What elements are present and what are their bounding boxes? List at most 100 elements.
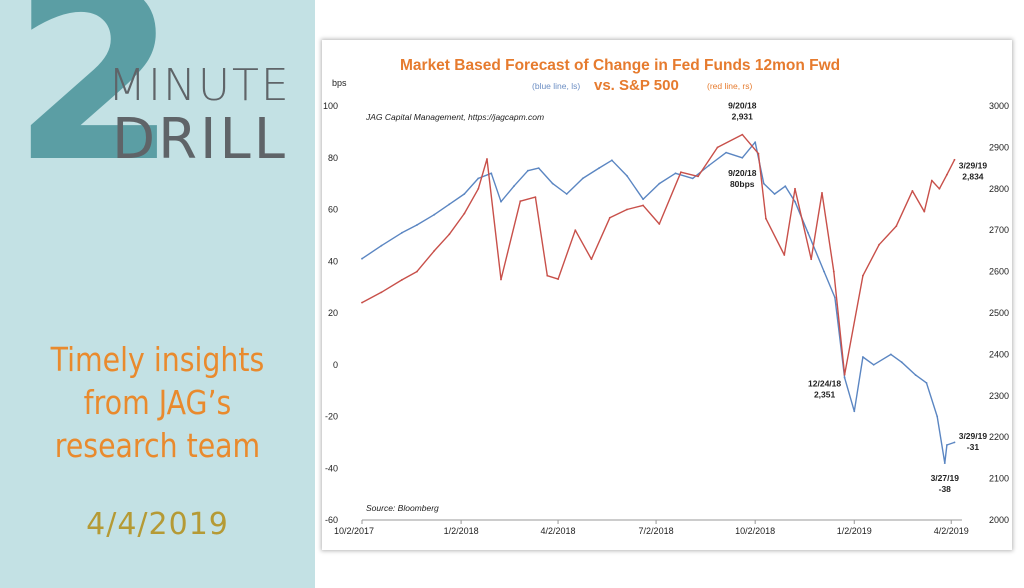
data-point xyxy=(477,187,480,190)
brand-number: 2 xyxy=(12,0,178,215)
annotation-label: 80bps xyxy=(730,179,755,189)
chart-title-main: Market Based Forecast of Change in Fed F… xyxy=(400,57,840,74)
data-point xyxy=(843,373,846,376)
data-point xyxy=(581,177,584,180)
x-tick-label: 7/2/2018 xyxy=(639,526,674,536)
data-point xyxy=(946,444,948,446)
annotation-label: -31 xyxy=(967,442,980,452)
y-left-tick-label: 40 xyxy=(328,256,338,266)
data-point xyxy=(821,192,823,194)
data-point xyxy=(513,185,515,188)
data-point xyxy=(862,356,864,358)
annotation-label: 3/29/19 xyxy=(959,431,988,441)
data-point xyxy=(890,353,892,356)
y-right-tick-label: 2500 xyxy=(989,308,1009,318)
data-point xyxy=(834,296,836,299)
y-right-tick-label: 2400 xyxy=(989,349,1009,359)
tagline-line: research team xyxy=(54,426,261,465)
y-left-tick-label: 100 xyxy=(323,101,338,111)
publish-date: 4/4/2019 xyxy=(86,507,229,542)
data-point xyxy=(807,231,809,234)
data-point xyxy=(680,171,682,174)
data-point xyxy=(500,278,502,281)
data-point xyxy=(741,133,744,136)
y-right-tick-label: 2700 xyxy=(989,225,1009,235)
data-point xyxy=(823,270,825,273)
data-point xyxy=(953,441,956,444)
y-right-tick-label: 2100 xyxy=(989,474,1009,484)
data-point xyxy=(401,279,403,281)
data-point xyxy=(708,164,710,167)
x-tick-label: 1/2/2019 xyxy=(837,526,872,536)
chart-title-vs: vs. S&P 500 xyxy=(594,77,679,94)
data-point xyxy=(725,151,727,154)
y-left-tick-label: 0 xyxy=(333,360,338,370)
y-axis-left-label: bps xyxy=(332,78,347,88)
y-right-tick-label: 2300 xyxy=(989,391,1009,401)
data-point xyxy=(598,167,600,169)
data-point xyxy=(794,200,796,203)
annotation-label: 2,351 xyxy=(814,390,836,400)
chart: Market Based Forecast of Change in Fed F… xyxy=(323,57,1009,536)
data-point xyxy=(416,270,418,273)
data-point xyxy=(433,250,436,252)
data-point xyxy=(608,216,611,219)
sp500-series-line xyxy=(361,133,956,376)
data-point xyxy=(938,187,941,190)
x-tick-label: 4/2/2019 xyxy=(934,526,969,536)
annotation-label: 3/29/19 xyxy=(959,161,988,171)
data-point xyxy=(872,363,875,366)
data-point xyxy=(546,274,549,277)
y-right-tick-label: 2600 xyxy=(989,267,1009,277)
data-point xyxy=(380,244,383,247)
data-point xyxy=(765,217,767,220)
data-point xyxy=(527,169,529,172)
brand-word-minute: MINUTE xyxy=(108,60,291,111)
y-left-tick-label: -20 xyxy=(325,412,338,422)
chart-title-note-red: (red line, rs) xyxy=(707,81,753,91)
data-point xyxy=(754,141,757,144)
y-left-tick-label: -60 xyxy=(325,515,338,525)
data-point xyxy=(537,167,540,169)
source-bottom: Source: Bloomberg xyxy=(366,503,439,513)
tagline: Timely insights from JAG’s research team xyxy=(22,338,293,467)
data-point xyxy=(519,200,522,203)
tagline-line: from JAG’s xyxy=(83,383,232,422)
tagline-line: Timely insights xyxy=(50,340,265,379)
annotation-label: 9/20/18 xyxy=(728,168,757,178)
data-point xyxy=(477,177,480,180)
annotation-label: -38 xyxy=(939,484,952,494)
data-point xyxy=(853,410,856,413)
data-point xyxy=(691,177,694,180)
y-left-tick-label: 20 xyxy=(328,308,338,318)
data-point xyxy=(401,231,403,234)
data-point xyxy=(574,229,577,232)
data-point xyxy=(463,193,466,195)
data-point xyxy=(936,415,939,418)
brand-word-drill: DRILL xyxy=(112,107,288,172)
data-point xyxy=(486,158,488,160)
branding-panel: 2 MINUTE DRILL Timely insights from JAG’… xyxy=(0,0,315,588)
data-point xyxy=(762,182,765,185)
annotation-label: 12/24/18 xyxy=(808,379,841,389)
data-point xyxy=(463,212,466,215)
data-point xyxy=(716,146,719,149)
annotation-label: 3/27/19 xyxy=(931,473,960,483)
y-left-tick-label: 80 xyxy=(328,153,338,163)
data-point xyxy=(433,213,436,216)
data-point xyxy=(900,361,903,364)
chart-frame: Market Based Forecast of Change in Fed F… xyxy=(322,40,1012,550)
data-point xyxy=(757,152,760,155)
data-point xyxy=(925,382,928,384)
y-right-tick-label: 2200 xyxy=(989,432,1009,442)
y-right-tick-label: 3000 xyxy=(989,101,1009,111)
x-tick-label: 10/2/2018 xyxy=(735,526,775,536)
data-point xyxy=(611,159,613,162)
data-point xyxy=(862,274,864,277)
fed-funds-series-line xyxy=(361,141,955,464)
data-point xyxy=(878,243,880,246)
data-point xyxy=(783,254,786,256)
data-point xyxy=(914,374,917,376)
data-point xyxy=(794,187,796,190)
x-tick-label: 4/2/2018 xyxy=(541,526,576,536)
